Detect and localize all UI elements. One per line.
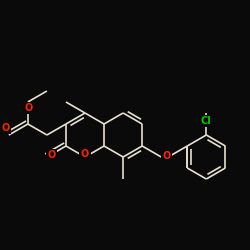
Text: O: O — [81, 149, 89, 159]
Text: O: O — [2, 123, 10, 133]
Text: O: O — [48, 150, 56, 160]
Text: O: O — [162, 151, 170, 161]
Text: O: O — [25, 103, 33, 113]
Text: Cl: Cl — [201, 116, 212, 126]
